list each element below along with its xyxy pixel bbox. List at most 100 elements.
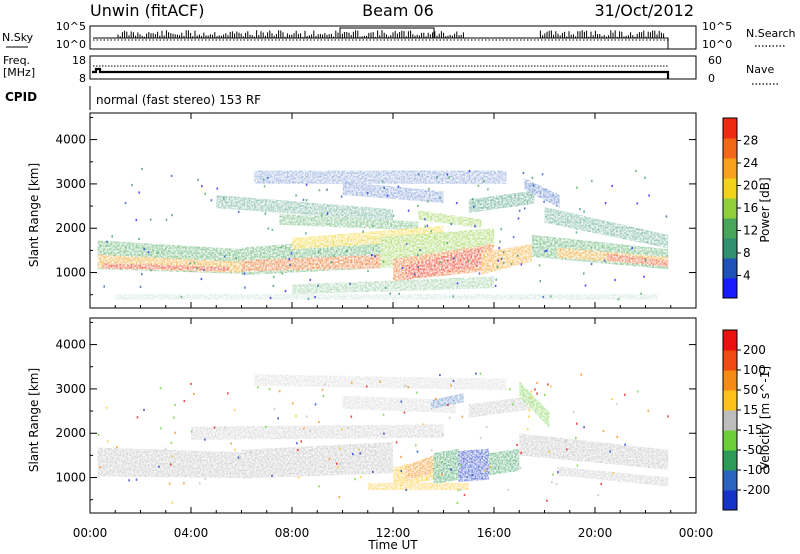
scatter-region	[292, 225, 444, 250]
velocity-fleck	[318, 485, 320, 488]
velocity-fleck	[551, 481, 553, 484]
power-fleck	[398, 292, 400, 295]
velocity-fleck	[430, 449, 433, 452]
x-tick-label: 12:00	[376, 526, 411, 540]
velocity-fleck	[99, 466, 101, 469]
power-fleck	[590, 263, 593, 266]
velocity-fleck	[300, 440, 302, 443]
velocity-fleck	[303, 427, 305, 430]
velocity-fleck	[600, 482, 602, 486]
power-fleck	[545, 249, 548, 252]
velocity-fleck	[278, 390, 281, 393]
velocity-fleck	[297, 476, 300, 479]
power-fleck	[575, 231, 578, 234]
scatter-region	[292, 276, 494, 295]
colorbar-tick-label: -100	[743, 463, 770, 477]
colorbar-segment	[723, 278, 737, 299]
velocity-fleck	[297, 449, 299, 452]
velocity-fleck	[350, 415, 353, 418]
velocity-fleck	[460, 464, 462, 467]
power-fleck	[520, 263, 523, 266]
power-fleck	[495, 278, 497, 281]
velocity-fleck	[566, 448, 568, 451]
scatter-region	[468, 190, 535, 213]
velocity-fleck	[350, 381, 353, 384]
power-fleck	[124, 201, 127, 205]
power-fleck	[346, 249, 348, 252]
power-fleck	[611, 184, 613, 188]
velocity-fleck	[314, 403, 317, 406]
power-fleck	[189, 262, 191, 265]
power-fleck	[203, 269, 205, 272]
power-fleck	[204, 192, 206, 195]
y-tick-label: 2000	[55, 221, 86, 235]
power-fleck	[550, 295, 552, 298]
power-fleck	[314, 296, 316, 299]
power-fleck	[141, 167, 143, 171]
power-fleck	[455, 202, 458, 205]
power-fleck	[417, 204, 419, 207]
power-fleck	[106, 240, 108, 243]
nave-tick-top: 60	[708, 54, 722, 67]
freq-tick-top: 18	[72, 54, 86, 67]
power-fleck	[389, 292, 391, 295]
power-fleck	[407, 209, 410, 212]
velocity-ylabel: Slant Range [km]	[27, 368, 41, 472]
power-fleck	[665, 215, 668, 218]
power-fleck	[579, 208, 581, 211]
velocity-fleck	[448, 416, 451, 419]
colorbar-segment	[723, 238, 737, 259]
velocity-fleck	[271, 474, 273, 477]
velocity-fleck	[404, 384, 406, 387]
power-fleck	[280, 246, 283, 249]
nsky-label: N.Sky	[2, 31, 34, 44]
power-fleck	[263, 185, 266, 188]
scatter-region	[367, 482, 469, 490]
x-tick-label: 04:00	[174, 526, 209, 540]
velocity-fleck	[213, 426, 216, 429]
velocity-fleck	[322, 394, 325, 397]
velocity-fleck	[128, 479, 130, 482]
power-fleck	[417, 173, 420, 176]
colorbar-segment	[723, 370, 737, 391]
power-fleck	[131, 183, 133, 187]
velocity-fleck	[382, 413, 385, 416]
power-fleck	[494, 284, 497, 287]
velocity-fleck	[359, 452, 362, 455]
colorbar-segment	[723, 490, 737, 511]
velocity-fleck	[106, 440, 109, 443]
power-fleck	[467, 260, 470, 263]
nsky-trace	[93, 30, 669, 49]
velocity-fleck	[616, 435, 618, 438]
velocity-fleck	[489, 465, 491, 468]
power-fleck	[103, 285, 105, 288]
velocity-fleck	[512, 403, 514, 406]
velocity-fleck	[583, 426, 585, 429]
power-fleck	[531, 176, 534, 179]
velocity-fleck	[183, 482, 185, 485]
colorbar-segment	[723, 158, 737, 179]
power-fleck	[518, 209, 521, 212]
colorbar-tick-label: 20	[743, 179, 758, 193]
velocity-fleck	[324, 383, 326, 386]
velocity-fleck	[552, 473, 554, 476]
power-fleck	[383, 186, 385, 189]
power-fleck	[584, 284, 587, 287]
velocity-fleck	[328, 458, 331, 461]
power-fleck	[538, 264, 541, 267]
velocity-colorbar-label-text: Velocity [m s^-1]	[758, 366, 772, 470]
power-fleck	[419, 249, 421, 252]
power-fleck	[500, 228, 502, 231]
velocity-fleck	[190, 430, 193, 433]
power-fleck	[426, 200, 429, 203]
power-fleck	[517, 254, 519, 257]
power-fleck	[141, 273, 143, 276]
power-fleck	[644, 259, 647, 262]
power-fleck	[424, 225, 426, 228]
velocity-fleck	[265, 425, 267, 428]
velocity-fleck	[461, 415, 464, 418]
velocity-fleck	[405, 488, 408, 491]
colorbar-frame	[722, 329, 738, 511]
cpid-value: normal (fast stereo) 153 RF	[96, 93, 261, 107]
